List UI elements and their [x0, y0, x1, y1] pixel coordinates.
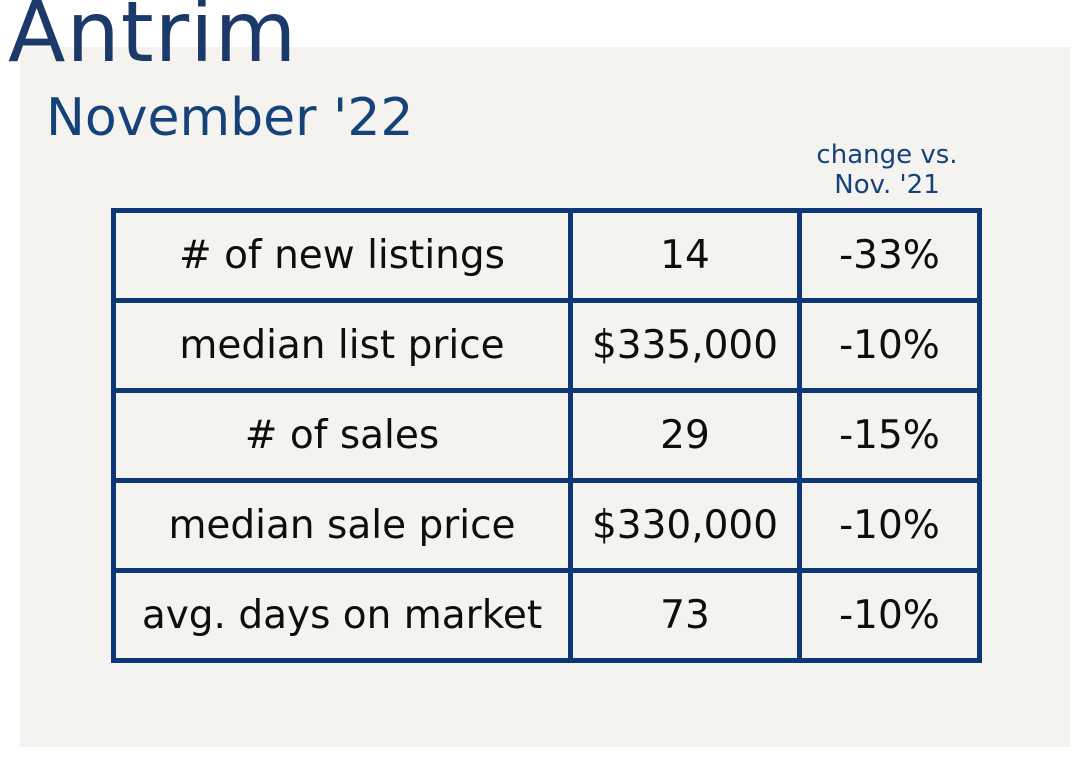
metric-value: $330,000 — [568, 478, 802, 573]
metric-label: median sale price — [111, 478, 573, 573]
change-column-header: change vs. Nov. '21 — [777, 140, 997, 200]
metric-change: -10% — [797, 568, 982, 663]
metric-value: $335,000 — [568, 298, 802, 393]
metric-change: -10% — [797, 298, 982, 393]
table-row: avg. days on market 73 -10% — [111, 568, 982, 663]
metric-label: avg. days on market — [111, 568, 573, 663]
table-row: # of new listings 14 -33% — [111, 208, 982, 303]
metric-label: # of new listings — [111, 208, 573, 303]
metric-value: 14 — [568, 208, 802, 303]
metric-label: # of sales — [111, 388, 573, 483]
stats-table: # of new listings 14 -33% median list pr… — [111, 208, 982, 663]
change-header-line1: change vs. — [816, 140, 958, 170]
table-row: # of sales 29 -15% — [111, 388, 982, 483]
metric-label: median list price — [111, 298, 573, 393]
metric-value: 73 — [568, 568, 802, 663]
metric-value: 29 — [568, 388, 802, 483]
metric-change: -10% — [797, 478, 982, 573]
change-header-line2: Nov. '21 — [834, 170, 940, 200]
metric-change: -15% — [797, 388, 982, 483]
table-row: median sale price $330,000 -10% — [111, 478, 982, 573]
month-subtitle: November '22 — [46, 88, 414, 148]
table-row: median list price $335,000 -10% — [111, 298, 982, 393]
county-title: Antrim — [8, 0, 298, 81]
metric-change: -33% — [797, 208, 982, 303]
